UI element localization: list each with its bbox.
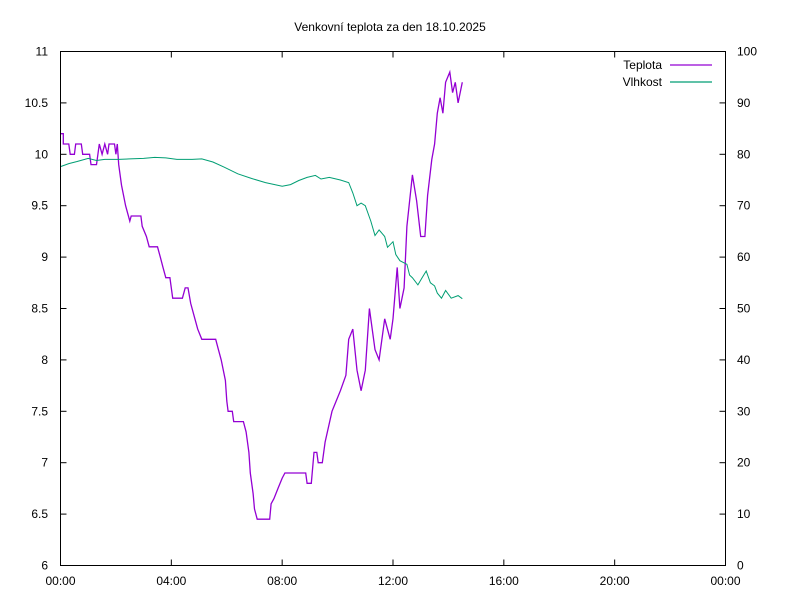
- y-tick-label: 8: [41, 353, 48, 367]
- plot-border: [60, 51, 726, 566]
- x-tick-label: 12:00: [378, 574, 408, 588]
- y2-tick-label: 70: [737, 199, 751, 213]
- y-tick-label: 8.5: [31, 302, 48, 316]
- x-tick-label: 00:00: [45, 574, 75, 588]
- y2-tick-label: 40: [737, 353, 751, 367]
- y-tick-label: 6: [41, 559, 48, 573]
- y-tick-label: 10.5: [25, 96, 49, 110]
- y2-tick-label: 30: [737, 404, 751, 418]
- y-tick-label: 9: [41, 250, 48, 264]
- x-tick-label: 20:00: [600, 574, 630, 588]
- y2-tick-label: 60: [737, 250, 751, 264]
- x-tick-label: 00:00: [710, 574, 740, 588]
- y2-tick-label: 0: [737, 559, 744, 573]
- y-tick-label: 6.5: [31, 507, 48, 521]
- y2-tick-label: 90: [737, 96, 751, 110]
- y2-tick-label: 80: [737, 147, 751, 161]
- y2-tick-label: 10: [737, 507, 751, 521]
- x-tick-label: 16:00: [489, 574, 519, 588]
- x-tick-label: 04:00: [156, 574, 186, 588]
- y-tick-label: 9.5: [31, 199, 48, 213]
- x-tick-label: 08:00: [267, 574, 297, 588]
- y2-tick-label: 20: [737, 456, 751, 470]
- series-line-teplota: [60, 69, 463, 520]
- legend: Teplota Vlhkost: [623, 58, 712, 89]
- series-line-vlhkost: [60, 156, 463, 300]
- y-tick-label: 7.5: [31, 404, 48, 418]
- y2-tick-label: 50: [737, 302, 751, 316]
- legend-label: Vlhkost: [623, 75, 663, 89]
- y-tick-label: 7: [41, 456, 48, 470]
- y-tick-label: 10: [35, 147, 49, 161]
- chart-title: Venkovní teplota za den 18.10.2025: [294, 20, 486, 34]
- legend-label: Teplota: [623, 58, 662, 72]
- y-tick-label: 11: [36, 45, 49, 59]
- y2-tick-label: 100: [737, 45, 757, 59]
